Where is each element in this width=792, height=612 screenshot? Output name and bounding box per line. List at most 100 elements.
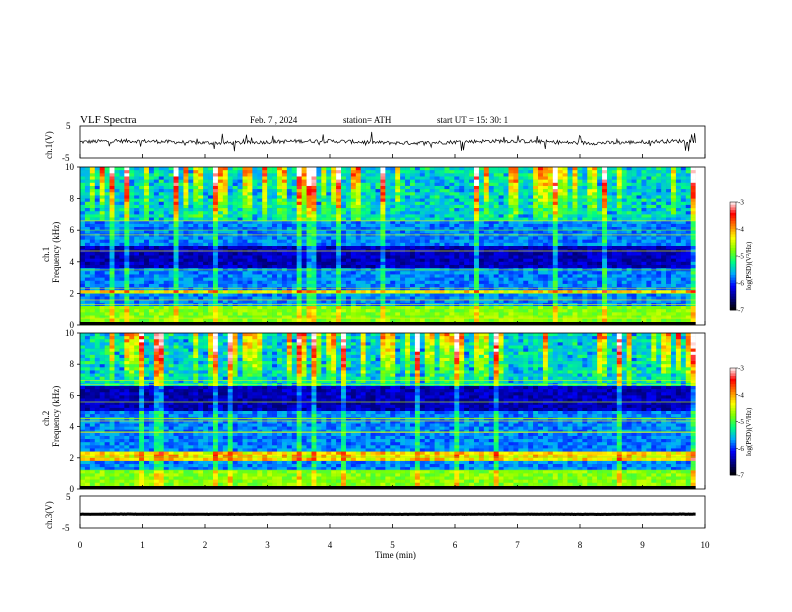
spectrogram-cell: [597, 170, 603, 174]
spectrogram-cell: [237, 189, 243, 193]
spectrogram-cell: [188, 236, 194, 240]
spectrogram-cell: [208, 246, 214, 250]
spectrogram-cell: [272, 204, 278, 209]
spectrogram-cell: [144, 236, 150, 240]
spectrogram-cell: [222, 255, 229, 259]
spectrogram-cell: [341, 201, 347, 206]
spectrogram-cell: [552, 280, 559, 285]
spectrogram-cell: [547, 204, 554, 209]
spectrogram-cell: [153, 236, 160, 240]
spectrogram-cell: [208, 274, 214, 278]
spectrogram-cell: [523, 236, 529, 240]
spectrogram-cell: [212, 185, 219, 190]
spectrogram-cell: [690, 201, 696, 206]
spectrogram-cell: [148, 195, 155, 199]
spectrogram-cell: [247, 236, 253, 240]
spectrogram-cell: [203, 192, 209, 196]
spectrogram-cell: [360, 170, 366, 174]
spectrogram-cell: [227, 242, 233, 247]
spectrogram-cell: [360, 264, 366, 269]
spectrogram-cell: [341, 280, 347, 285]
spectrogram-cell: [602, 230, 608, 234]
spectrogram-cell: [267, 214, 273, 218]
spectrogram-cell: [94, 227, 100, 231]
spectrogram-cell: [331, 261, 337, 266]
spectrogram-cell: [454, 227, 460, 231]
spectrogram-cell: [114, 277, 120, 282]
spectrogram-cell: [636, 214, 642, 218]
spectrogram-cell: [119, 192, 125, 196]
spectrogram-cell: [296, 192, 302, 196]
spectrogram-cell: [119, 189, 125, 193]
spectrogram-cell: [286, 239, 293, 244]
spectrogram-cell: [503, 274, 509, 278]
spectrogram-cell: [587, 287, 593, 291]
spectrogram-cell: [114, 201, 120, 206]
spectrogram-cell: [158, 195, 165, 199]
spectrogram-cell: [651, 217, 657, 222]
spectrogram-cell: [109, 242, 115, 247]
spectrogram-cell: [296, 220, 302, 225]
spectrogram-cell: [493, 290, 499, 294]
spectrogram-cell: [626, 223, 632, 228]
spectrogram-cell: [557, 252, 563, 256]
spectrogram-cell: [385, 258, 391, 263]
spectrogram-cell: [582, 217, 588, 222]
spectrogram-cell: [80, 176, 86, 180]
spectrogram-cell: [311, 223, 317, 228]
spectrogram-cell: [597, 236, 603, 240]
spectrogram-cell: [602, 280, 608, 285]
spectrogram-cell: [405, 214, 411, 218]
spectrogram-cell: [114, 227, 120, 231]
spectrogram-cell: [370, 242, 376, 247]
spectrogram-cell: [449, 255, 455, 259]
spectrogram-cell: [552, 208, 559, 212]
spectrogram-cell: [606, 179, 613, 184]
spectrogram-cell: [523, 220, 529, 225]
spectrogram-cell: [217, 280, 224, 285]
spectrogram-cell: [286, 198, 293, 203]
spectrogram-cell: [262, 274, 268, 278]
spectrogram-cell: [528, 208, 534, 212]
spectrogram-cell: [538, 198, 544, 203]
spectrogram-cell: [158, 170, 165, 174]
spectrogram-cell: [355, 230, 362, 234]
spectrogram-cell: [395, 220, 401, 225]
spectrogram-cell: [375, 173, 381, 177]
spectrogram-cell: [158, 179, 165, 184]
spectrogram-cell: [134, 185, 140, 190]
spectrogram-cell: [262, 255, 268, 259]
spectrogram-cell: [611, 198, 618, 203]
spectrogram-cell: [247, 239, 253, 244]
spectrogram-cell: [277, 280, 283, 285]
spectrogram-cell: [158, 230, 165, 234]
spectrogram-cell: [94, 283, 100, 288]
spectrogram-cell: [641, 271, 647, 275]
spectrogram-cell: [582, 223, 588, 228]
spectrogram-cell: [390, 287, 396, 291]
spectrogram-cell: [488, 192, 494, 196]
spectrogram-cell: [572, 283, 578, 288]
spectrogram-cell: [385, 192, 391, 196]
spectrogram-cell: [232, 170, 238, 174]
spectrogram-cell: [577, 211, 583, 215]
spectrogram-cell: [641, 189, 647, 193]
spectrogram-cell: [621, 198, 627, 203]
spectrogram-cell: [375, 223, 381, 228]
spectrogram-cell: [675, 223, 682, 228]
spectrogram-cell: [493, 239, 499, 244]
spectrogram-cell: [296, 176, 302, 180]
spectrogram-cell: [306, 208, 312, 212]
spectrogram-cell: [513, 264, 519, 269]
spectrogram-cell: [646, 220, 652, 225]
spectrogram-cell: [252, 170, 258, 174]
spectrogram-cell: [395, 255, 401, 259]
spectrogram-cell: [424, 198, 430, 203]
spectrogram-cell: [345, 192, 352, 196]
spectrogram-cell: [129, 192, 135, 196]
spectrogram-cell: [405, 264, 411, 269]
spectrogram-cell: [173, 252, 179, 256]
spectrogram-cell: [616, 255, 623, 259]
spectrogram-cell: [193, 217, 199, 222]
spectrogram-cell: [208, 211, 214, 215]
